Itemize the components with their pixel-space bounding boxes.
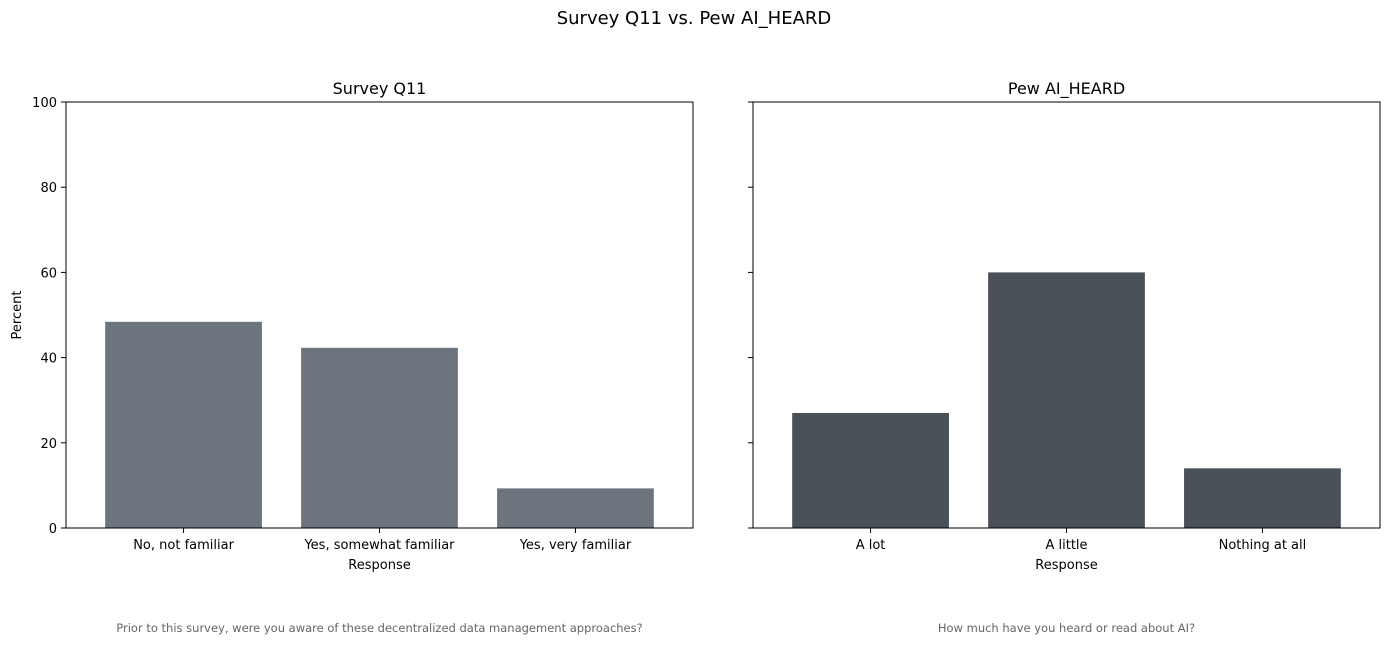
panel-title: Survey Q11 xyxy=(333,79,427,98)
panel-pew-ai-heard: Pew AI_HEARD A lot A little Nothing at all R… xyxy=(748,79,1381,635)
x-tick-label: A little xyxy=(1045,538,1087,553)
y-tick-label: 80 xyxy=(40,181,57,196)
y-tick-label: 0 xyxy=(49,522,57,537)
y-tick-label: 40 xyxy=(40,352,57,367)
bar-2 xyxy=(1184,468,1341,528)
x-tick-label: Yes, somewhat familiar xyxy=(303,538,455,553)
x-tick-label: Nothing at all xyxy=(1219,538,1307,553)
panel-caption: Prior to this survey, were you aware of … xyxy=(116,621,642,635)
x-tick-label: Yes, very familiar xyxy=(519,538,632,553)
y-tick-label: 20 xyxy=(40,437,57,452)
panel-survey-q11: Survey Q11 0 20 40 60 80 100 No, not familiar Ye… xyxy=(10,79,694,635)
bar-1 xyxy=(301,347,458,528)
y-tick-label: 100 xyxy=(32,96,57,111)
bar-0 xyxy=(105,321,262,528)
panel-title: Pew AI_HEARD xyxy=(1008,79,1125,99)
panel-caption: How much have you heard or read about AI… xyxy=(938,621,1195,635)
x-axis-label: Response xyxy=(348,558,410,573)
x-axis-label: Response xyxy=(1035,558,1097,573)
figure-suptitle: Survey Q11 vs. Pew AI_HEARD xyxy=(557,8,832,29)
x-tick-label: No, not familiar xyxy=(133,538,234,553)
y-tick-label: 60 xyxy=(40,266,57,281)
y-axis-label: Percent xyxy=(10,291,25,340)
bar-2 xyxy=(497,488,654,528)
x-tick-label: A lot xyxy=(856,538,886,553)
bar-1 xyxy=(988,272,1145,528)
bar-0 xyxy=(792,412,949,528)
